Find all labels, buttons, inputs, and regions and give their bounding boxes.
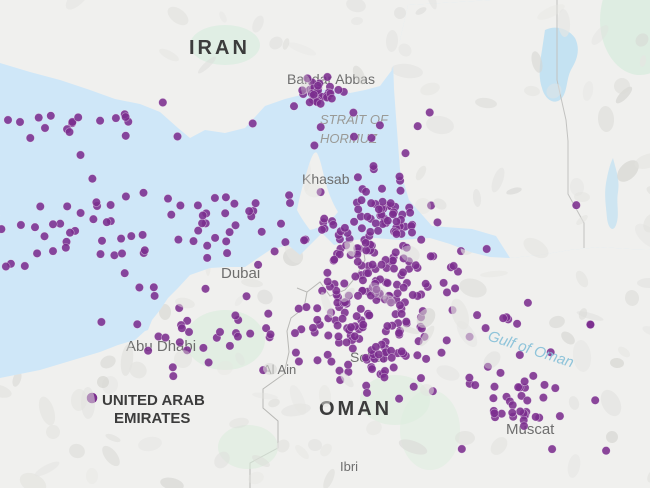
svg-text:UNITED ARAB: UNITED ARAB: [102, 392, 205, 409]
svg-text:Ibri: Ibri: [340, 459, 358, 474]
svg-text:EMIRATES: EMIRATES: [114, 410, 190, 427]
svg-text:IRAN: IRAN: [189, 37, 250, 59]
svg-text:Muscat: Muscat: [506, 421, 555, 438]
